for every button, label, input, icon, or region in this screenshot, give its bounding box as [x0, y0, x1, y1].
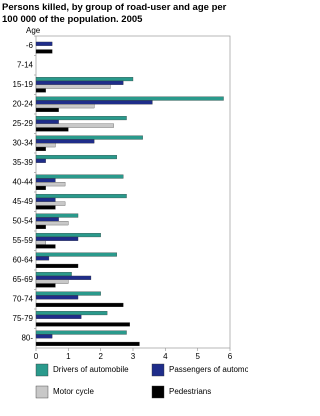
- y-tick-label: 60-64: [13, 255, 34, 264]
- legend-label: Drivers of automobile: [53, 365, 129, 374]
- bar: [35, 341, 140, 346]
- chart-title: Persons killed, by group of road-user an…: [2, 2, 229, 25]
- x-tick-label: 3: [131, 352, 136, 361]
- bar: [35, 240, 46, 245]
- x-tick-label: 4: [163, 352, 168, 361]
- bar: [35, 291, 101, 296]
- bar: [35, 116, 127, 121]
- bar: [35, 178, 56, 183]
- x-tick-label: 5: [195, 352, 200, 361]
- bar: [35, 158, 46, 163]
- bar: [35, 49, 53, 54]
- bar: [35, 123, 114, 128]
- legend-label: Motor cycle: [53, 387, 94, 396]
- x-tick-label: 6: [228, 352, 233, 361]
- bar: [35, 119, 59, 124]
- bar: [35, 174, 124, 179]
- title-line: Persons killed, by group of road-user an…: [2, 2, 227, 13]
- bar: [35, 77, 134, 82]
- bar: [35, 213, 79, 218]
- y-tick-label: 75-79: [13, 314, 34, 323]
- bar: [35, 236, 79, 241]
- bar: [35, 107, 59, 113]
- bar: [35, 310, 108, 316]
- y-tick-label: 40-44: [13, 177, 34, 186]
- bar: [35, 252, 117, 257]
- bar: [35, 146, 46, 152]
- bar: [35, 224, 46, 230]
- y-tick-label: 55-59: [13, 236, 34, 245]
- bar: [35, 263, 79, 268]
- bar: [35, 185, 46, 191]
- y-tick-label: 70-74: [13, 294, 34, 303]
- bar: [35, 330, 127, 335]
- bar: [35, 295, 79, 300]
- bar: [35, 135, 143, 140]
- y-tick-label: 35-39: [13, 158, 34, 167]
- bar: [35, 41, 53, 46]
- y-tick-label: 65-69: [13, 275, 34, 284]
- bar: [35, 88, 46, 93]
- legend-swatch: [35, 363, 49, 377]
- chart: Persons killed, by group of road-user an…: [2, 2, 248, 399]
- bar: [35, 96, 224, 101]
- bar: [35, 256, 50, 261]
- bar: [35, 314, 82, 319]
- y-tick-label: 25-29: [13, 119, 34, 128]
- legend-swatch: [151, 363, 165, 377]
- bar: [35, 127, 69, 132]
- legend-swatch: [35, 385, 49, 399]
- bar: [35, 283, 56, 288]
- y-tick-label: 7-14: [17, 60, 34, 69]
- bar: [35, 193, 127, 199]
- bar: [35, 84, 111, 89]
- y-tick-label: 20-24: [13, 99, 34, 108]
- bar: [35, 302, 124, 307]
- legend-label: Pedestrians: [169, 387, 211, 396]
- y-tick-label: 15-19: [13, 80, 34, 89]
- bar: [35, 322, 130, 327]
- bar: [35, 80, 124, 85]
- bar: [35, 244, 56, 249]
- title-line: 100 000 of the population. 2005: [2, 14, 143, 25]
- bar: [35, 279, 69, 284]
- y-tick-label: 30-34: [13, 138, 34, 147]
- bar: [35, 232, 101, 238]
- x-tick-label: 0: [34, 352, 39, 361]
- legend-label: Passengers of automobile: [169, 365, 248, 374]
- bar: [35, 182, 66, 187]
- y-tick-label: 50-54: [13, 216, 34, 225]
- bar: [35, 205, 56, 210]
- bar: [35, 334, 53, 339]
- bar: [35, 275, 92, 280]
- y-tick-label: 80-: [21, 333, 33, 342]
- x-tick-label: 1: [66, 352, 71, 361]
- bar: [35, 100, 153, 105]
- y-tick-label: 45-49: [13, 197, 34, 206]
- bar: [35, 221, 69, 226]
- bar: [35, 139, 95, 144]
- bar: [35, 201, 66, 206]
- bar: [35, 104, 95, 109]
- bar: [35, 271, 72, 277]
- x-tick-label: 2: [98, 352, 103, 361]
- y-axis-label: Age: [26, 26, 41, 35]
- bar: [35, 154, 117, 160]
- bar: [35, 217, 59, 222]
- y-tick-label: -6: [26, 41, 34, 50]
- bar: [35, 197, 56, 202]
- legend-swatch: [151, 385, 165, 399]
- bar: [35, 143, 56, 148]
